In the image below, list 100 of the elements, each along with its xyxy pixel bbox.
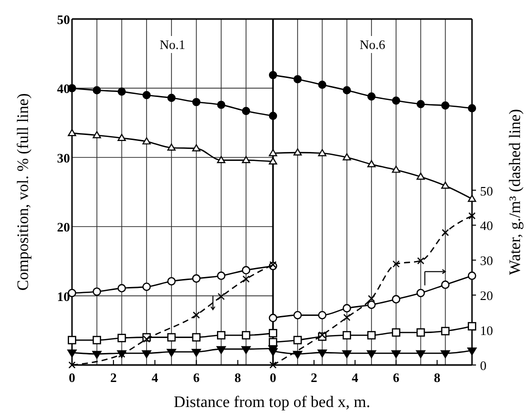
point [441, 182, 450, 189]
point [342, 86, 351, 94]
point [367, 160, 376, 168]
point [142, 137, 151, 144]
point [92, 86, 101, 94]
point [67, 350, 77, 358]
point [343, 314, 350, 322]
y2-tick-label: 50 [480, 183, 493, 198]
point [392, 260, 400, 268]
point [342, 331, 352, 340]
point [167, 333, 176, 342]
x-tick-label: 0 [68, 370, 76, 385]
point [468, 104, 476, 112]
point [392, 295, 400, 304]
point [468, 322, 476, 330]
point [242, 106, 250, 116]
point [143, 336, 150, 343]
x-tick-label: 2 [310, 370, 318, 385]
point [118, 284, 126, 292]
y-axis-title: Composition, vol. % (full line) [15, 93, 32, 291]
point [192, 333, 201, 342]
point [468, 212, 476, 220]
y2-tick-label: 10 [480, 323, 493, 338]
y-tick-label: 20 [57, 220, 70, 235]
point [342, 153, 352, 160]
point [118, 88, 126, 96]
point [367, 92, 376, 101]
point [269, 361, 277, 369]
point [416, 172, 425, 180]
point [416, 328, 425, 337]
point [392, 96, 400, 105]
y2-axis-title: Water, g./m³ (dashed line) [507, 109, 524, 275]
point [118, 134, 126, 141]
point [367, 331, 376, 340]
x-tick-label: 6 [392, 370, 400, 385]
point [318, 80, 326, 89]
point [216, 272, 226, 280]
point [294, 75, 302, 84]
y2-tick-label: 40 [480, 218, 493, 234]
x-tick-label: 8 [234, 370, 242, 385]
point [192, 348, 202, 357]
point [192, 274, 201, 283]
y2-tick-label: 30 [480, 253, 493, 268]
point [367, 300, 376, 309]
point [366, 350, 376, 358]
point [218, 292, 225, 300]
y-tick-label: 50 [57, 12, 70, 27]
point [392, 328, 400, 337]
point [342, 304, 352, 312]
point [216, 346, 226, 354]
point [92, 350, 102, 359]
point [92, 131, 102, 138]
point [292, 350, 302, 359]
point [167, 144, 176, 151]
y2-tick-label: 0 [480, 358, 486, 373]
point [268, 338, 278, 346]
point [241, 346, 251, 354]
point [166, 348, 176, 357]
point [68, 361, 76, 369]
point [217, 100, 226, 109]
point [268, 348, 278, 356]
point [440, 350, 450, 358]
point [468, 272, 476, 280]
point [268, 70, 278, 80]
y-tick-label: 30 [57, 150, 70, 166]
point [216, 331, 226, 340]
point [442, 228, 449, 236]
x-tick-label: 8 [434, 370, 441, 385]
point [441, 326, 450, 336]
point [293, 336, 302, 344]
point [293, 148, 302, 156]
point [242, 156, 250, 164]
point [142, 282, 151, 292]
point [467, 347, 477, 356]
x-tick-label: 4 [152, 370, 159, 385]
point [392, 166, 400, 173]
point [242, 266, 250, 274]
point [318, 350, 327, 358]
point [416, 100, 425, 108]
x-tick-label: 0 [270, 370, 276, 385]
x-tick-label: 4 [352, 370, 359, 385]
annotation: No.1 [160, 37, 186, 52]
point [192, 98, 200, 106]
point [167, 277, 176, 286]
point [118, 334, 126, 342]
point [242, 275, 250, 283]
point [217, 156, 226, 164]
point [142, 91, 151, 100]
point [318, 310, 326, 320]
point [441, 101, 450, 110]
point [192, 311, 200, 319]
y-tick-label: 10 [57, 288, 70, 304]
point [342, 350, 352, 358]
point [441, 280, 450, 289]
y2-tick-label: 20 [480, 288, 493, 304]
point [167, 94, 176, 102]
point [68, 336, 76, 344]
x-tick-label: 6 [193, 370, 200, 385]
point [391, 350, 401, 358]
point [293, 310, 302, 320]
